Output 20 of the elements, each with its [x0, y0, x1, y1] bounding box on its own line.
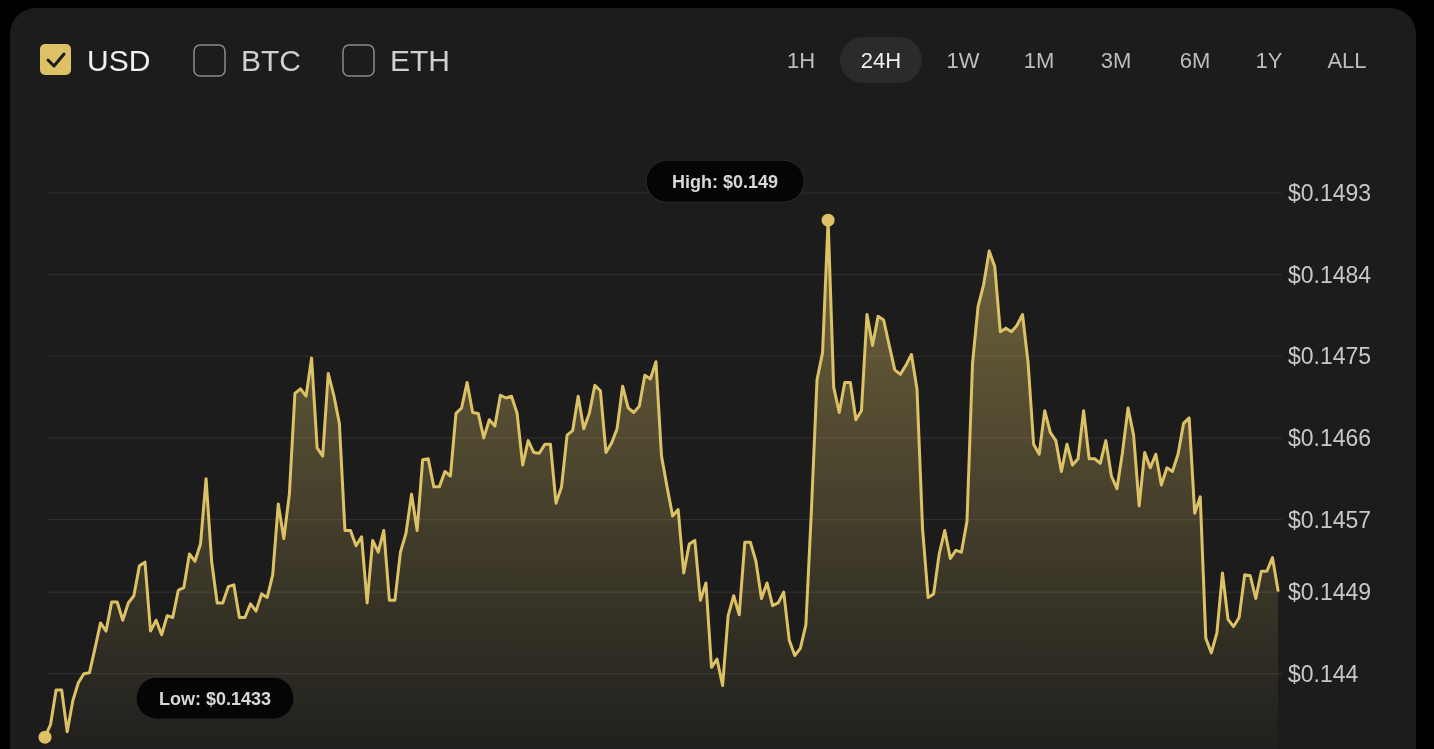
y-tick-label: $0.144: [1288, 660, 1359, 687]
text: 3M: [1100, 47, 1132, 73]
y-tick-label: $0.1466: [1288, 424, 1372, 451]
text: 1H: [786, 47, 816, 73]
y-tick-label: $0.1484: [1288, 261, 1372, 288]
y-tick-label: $0.1493: [1288, 180, 1372, 207]
text: 6M: [1179, 47, 1211, 73]
text: ETH: [390, 43, 450, 77]
legend-label: USD: [87, 43, 151, 77]
text: ALL: [1327, 47, 1367, 73]
text: 24H: [860, 47, 902, 73]
y-tick-label: $0.1475: [1288, 343, 1372, 370]
text: High: $0.149: [672, 171, 779, 192]
y-tick-label: $0.1449: [1288, 579, 1372, 606]
text: BTC: [241, 43, 301, 77]
text: 1W: [946, 47, 980, 73]
annotation: Low: $0.1433: [158, 688, 272, 709]
y-tick-label: $0.1457: [1288, 506, 1372, 533]
text: 1Y: [1255, 47, 1283, 73]
text: 1M: [1023, 47, 1055, 73]
